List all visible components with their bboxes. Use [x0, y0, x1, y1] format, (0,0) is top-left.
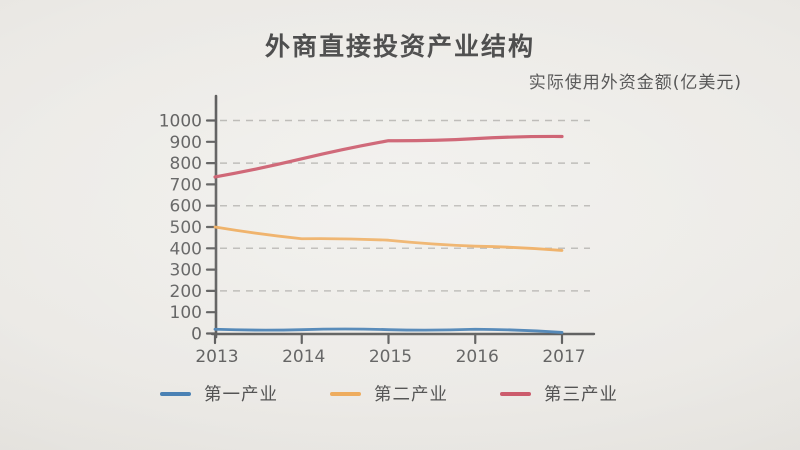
svg-text:700: 700	[170, 175, 202, 195]
svg-text:1000: 1000	[159, 112, 202, 132]
y-gridlines	[220, 119, 590, 292]
svg-text:900: 900	[170, 133, 202, 153]
series-line-primary-industry	[213, 327, 564, 334]
axes	[210, 94, 596, 339]
svg-text:600: 600	[170, 197, 202, 217]
svg-text:2013: 2013	[195, 347, 238, 367]
legend-item-tertiary-industry: 第三产业	[500, 381, 618, 406]
legend-item-secondary-industry: 第二产业	[330, 381, 448, 406]
series-line-tertiary-industry	[213, 134, 564, 179]
svg-text:2015: 2015	[369, 347, 412, 367]
legend-swatch-orange	[330, 391, 361, 396]
legend-swatch-blue	[160, 391, 191, 396]
svg-text:2017: 2017	[542, 347, 585, 367]
x-tick-labels: 2013 2014 2015 2016 2017	[195, 332, 586, 367]
svg-text:2016: 2016	[456, 347, 499, 367]
legend-swatch-red	[500, 391, 531, 396]
svg-text:800: 800	[170, 154, 202, 174]
legend-label: 第二产业	[374, 385, 448, 405]
legend: 第一产业 第二产业 第三产业	[0, 381, 778, 406]
svg-text:0: 0	[191, 325, 202, 345]
svg-text:2014: 2014	[282, 347, 325, 367]
svg-text:100: 100	[170, 303, 202, 323]
svg-text:500: 500	[170, 218, 202, 238]
svg-text:400: 400	[170, 239, 202, 259]
legend-label: 第三产业	[544, 385, 618, 405]
svg-text:300: 300	[170, 261, 202, 281]
legend-item-primary-industry: 第一产业	[160, 381, 278, 406]
chart-title: 外商直接投资产业结构	[264, 32, 535, 61]
series-line-secondary-industry	[213, 225, 564, 252]
chart-unit-label: 实际使用外资金额(亿美元)	[528, 73, 742, 93]
svg-text:200: 200	[170, 282, 202, 302]
legend-label: 第一产业	[204, 385, 278, 405]
